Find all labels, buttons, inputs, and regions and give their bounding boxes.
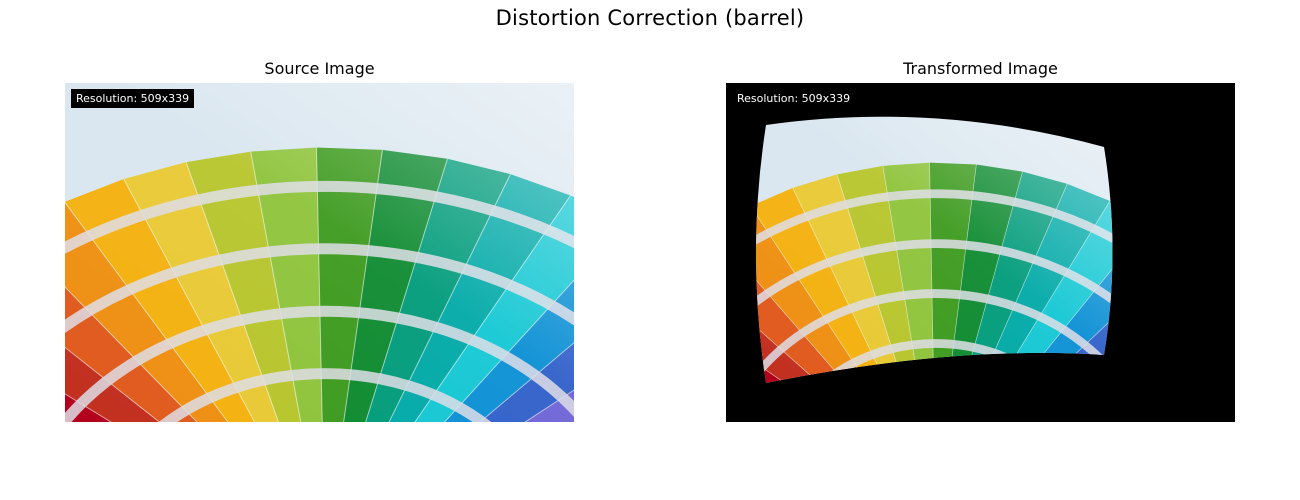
swatch-strip bbox=[948, 347, 1113, 384]
source-image-title: Source Image bbox=[264, 59, 375, 78]
figure-title: Distortion Correction (barrel) bbox=[495, 6, 805, 30]
swatch-strip bbox=[726, 396, 922, 422]
swatch-strip bbox=[949, 386, 1235, 422]
transformed-resolution-badge: Resolution: 509x339 bbox=[732, 89, 856, 108]
transformed-image-panel: Resolution: 509x339 bbox=[726, 83, 1235, 422]
source-image-panel: Resolution: 509x339 bbox=[65, 83, 574, 422]
source-resolution-badge: Resolution: 509x339 bbox=[71, 89, 195, 108]
transformed-image bbox=[726, 116, 1235, 422]
swatch-divider bbox=[829, 393, 1042, 422]
source-image bbox=[65, 83, 574, 422]
transformed-image-title: Transformed Image bbox=[903, 59, 1058, 78]
